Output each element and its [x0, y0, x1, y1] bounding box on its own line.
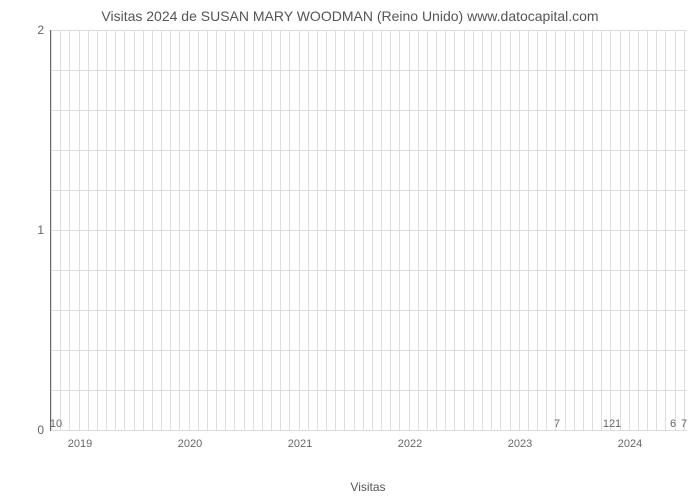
visits-chart: Visitas 2024 de SUSAN MARY WOODMAN (Rein…	[0, 0, 700, 500]
ytick-label: 1	[14, 223, 44, 237]
ytick-label: 0	[14, 423, 44, 437]
value-label: 121	[603, 418, 621, 430]
ytick-label: 2	[14, 23, 44, 37]
value-label: 7	[681, 418, 687, 430]
plot-area	[50, 30, 687, 431]
legend: Visitas	[0, 474, 700, 494]
chart-title: Visitas 2024 de SUSAN MARY WOODMAN (Rein…	[0, 0, 700, 30]
xtick-label: 2019	[68, 438, 92, 450]
xtick-label: 2023	[508, 438, 532, 450]
xtick-label: 2020	[178, 438, 202, 450]
legend-label: Visitas	[350, 480, 385, 494]
legend-item-visitas: Visitas	[314, 480, 385, 494]
xtick-label: 2024	[618, 438, 642, 450]
value-label: 7	[554, 418, 560, 430]
xtick-label: 2021	[288, 438, 312, 450]
value-label: 6	[670, 418, 676, 430]
xtick-label: 2022	[398, 438, 422, 450]
value-label: 10	[50, 418, 62, 430]
